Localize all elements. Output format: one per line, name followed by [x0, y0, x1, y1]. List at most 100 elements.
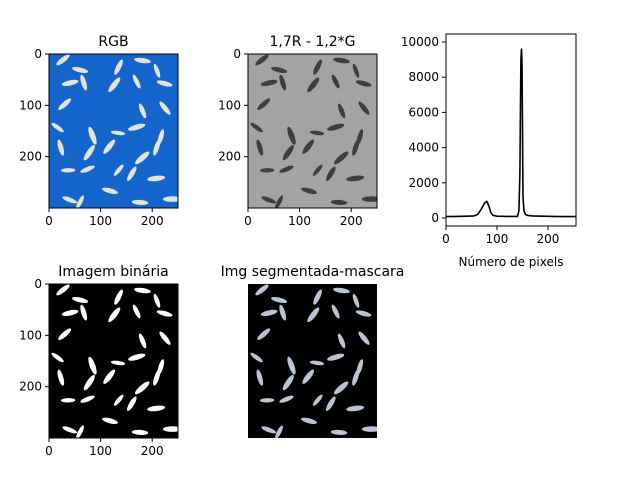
- rice-grain: [256, 369, 264, 386]
- x-tick-label: 100: [288, 214, 311, 228]
- rice-grain: [346, 405, 365, 412]
- rice-grain: [135, 381, 150, 395]
- rice-grain: [61, 79, 79, 86]
- rice-grain: [326, 396, 336, 411]
- rice-grain: [135, 151, 150, 165]
- panel-3: Imagem binária 0 100 200 0 100 200: [19, 264, 179, 458]
- rice-grain: [80, 304, 88, 321]
- y-tick-label: 100: [19, 98, 42, 112]
- rice-grain: [159, 101, 171, 115]
- rice-grain: [127, 396, 137, 411]
- rice-grain: [80, 165, 95, 173]
- rice-grain: [134, 57, 151, 64]
- rice-grain: [103, 369, 116, 384]
- rice-grain: [250, 352, 263, 363]
- rice-grain: [102, 187, 118, 195]
- rice-grain: [282, 144, 294, 161]
- rice-grain: [80, 395, 95, 403]
- rice-grain: [313, 289, 322, 305]
- rice-grain: [333, 287, 350, 294]
- rice-grain: [51, 122, 64, 133]
- y-tick-label: 8000: [408, 70, 439, 84]
- rice-grain: [153, 369, 161, 386]
- rice-grain: [131, 429, 149, 435]
- rice-grain: [103, 139, 116, 154]
- rice-grain: [76, 425, 84, 438]
- rice-grain: [88, 126, 97, 145]
- rice-grain: [156, 80, 173, 87]
- panel-title: Img segmentada-mascara: [221, 264, 405, 280]
- axes-frame: [247, 53, 378, 209]
- rice-grain: [250, 122, 263, 133]
- rice-grain: [312, 394, 323, 406]
- rice-grain: [346, 175, 365, 182]
- rice-grain: [108, 77, 121, 93]
- y-tick-label: 100: [218, 98, 241, 112]
- y-tick-label: 0: [34, 277, 42, 291]
- x-tick-label: 100: [89, 214, 112, 228]
- rice-grain: [147, 405, 166, 412]
- panel-4: Img segmentada-mascara: [221, 264, 405, 438]
- rice-grain: [301, 187, 317, 195]
- rice-grain: [271, 297, 288, 303]
- rice-grain: [62, 196, 78, 204]
- y-tick-label: 0: [431, 211, 439, 225]
- rice-grain: [57, 369, 65, 386]
- x-tick-label: 200: [141, 444, 164, 458]
- rice-grain: [361, 196, 377, 202]
- rice-grain: [162, 196, 178, 202]
- rice-grain: [330, 199, 348, 205]
- rice-grain: [108, 307, 121, 323]
- rice-grain: [307, 307, 320, 323]
- y-tick-label: 200: [19, 380, 42, 394]
- rice-grain: [271, 67, 288, 73]
- rice-grain: [358, 101, 370, 115]
- rice-grain: [114, 289, 123, 305]
- rice-grain: [352, 293, 360, 308]
- rice-grain: [159, 331, 171, 345]
- rice-grain: [132, 304, 141, 319]
- rice-grain: [134, 287, 151, 294]
- rice-grain: [76, 195, 84, 208]
- rice-grain: [261, 196, 277, 204]
- rice-grain: [131, 199, 149, 205]
- rice-grain: [257, 98, 271, 110]
- rice-grain: [72, 297, 89, 303]
- rice-grain: [153, 293, 161, 308]
- rice-grain: [114, 59, 123, 75]
- rice-grain: [261, 426, 277, 434]
- rice-grain: [279, 395, 294, 403]
- rice-grain: [61, 309, 79, 316]
- rice-grain: [355, 310, 372, 317]
- panel-1: 1,7R - 1,2*G 0 100 200 0 100 200: [218, 34, 378, 228]
- rice-grain: [307, 77, 320, 93]
- rice-grain: [257, 328, 271, 340]
- rice-grain: [72, 67, 89, 73]
- rice-grain: [102, 417, 118, 425]
- panel-0: RGB 0 100 200 0 100 200: [19, 34, 179, 228]
- x-tick-label: 0: [45, 444, 53, 458]
- x-tick-label: 0: [45, 214, 53, 228]
- rice-grain: [327, 123, 345, 131]
- rice-grain: [56, 54, 70, 66]
- rice-grain: [57, 139, 65, 156]
- rice-grain: [83, 144, 95, 161]
- x-axis-label: Número de pixels: [459, 255, 564, 269]
- rice-grain: [331, 74, 340, 89]
- rice-grain: [275, 195, 283, 208]
- x-tick-label: 0: [244, 214, 252, 228]
- rice-grain: [255, 54, 269, 66]
- rice-grain: [301, 417, 317, 425]
- rice-grain: [355, 80, 372, 87]
- panel-title: RGB: [98, 34, 128, 50]
- y-tick-label: 10000: [401, 35, 439, 49]
- x-tick-label: 200: [537, 232, 560, 246]
- histogram-line: [445, 48, 576, 218]
- rice-grain: [259, 168, 275, 173]
- rice-grain: [312, 164, 323, 176]
- rice-grain: [287, 356, 296, 375]
- rice-grain: [275, 425, 283, 438]
- rice-grain: [337, 103, 346, 119]
